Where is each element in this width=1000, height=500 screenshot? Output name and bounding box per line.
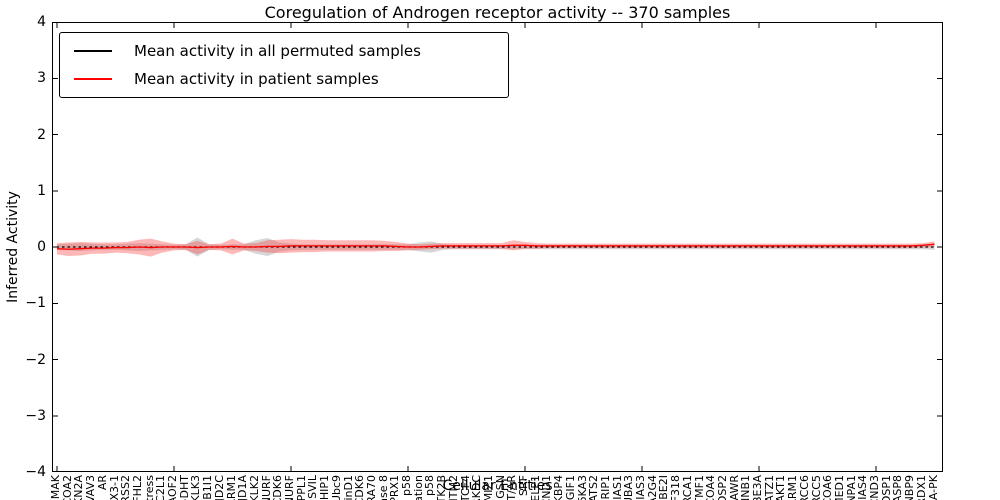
x-tick-label: PRKDC	[470, 475, 484, 500]
x-tick-label: ZNF318	[669, 475, 683, 500]
x-tick-label: UBE2I	[657, 475, 671, 500]
x-tick-label: JMJD1A	[236, 475, 250, 500]
y-tick-label: 4	[37, 14, 46, 30]
x-tick-label: response to oxidative stress	[143, 475, 156, 500]
legend-label-patient: Mean activity in patient samples	[134, 70, 379, 88]
x-tick-label: AOF2	[166, 475, 179, 500]
y-tick-label: 2	[37, 126, 46, 143]
x-tick-label: JMJD2C	[212, 475, 226, 500]
legend-line-black-icon	[74, 50, 112, 52]
x-tick-label: T-DHT/AR	[505, 475, 518, 500]
x-tick-label: MAK	[49, 475, 62, 500]
x-tick-label: SNURF	[283, 475, 296, 500]
x-tick-label: NRIP1	[598, 475, 612, 500]
x-tick-label: TGFB1I1	[201, 475, 215, 500]
x-tick-label: PAWR	[727, 475, 741, 500]
x-tick-label: SVIL	[306, 475, 320, 499]
x-tick-label: T-DHT/AR/TIF2/CARM1	[225, 475, 238, 500]
x-tick-label: DNA-PK	[926, 475, 940, 500]
x-tick-label: CARM1	[786, 475, 800, 500]
plot-area	[52, 22, 943, 472]
x-tick-label: T-DHT/AR/PRX1	[388, 475, 401, 500]
x-tick-label: T-DHT/AR/Caspase 8	[377, 475, 390, 500]
legend: Mean activity in all permuted samples Me…	[59, 32, 509, 98]
x-tick-label: CMTM2	[446, 475, 460, 500]
legend-line-red-icon	[74, 78, 112, 80]
x-tick-label: CDKN2A	[72, 475, 86, 500]
x-tick-label: TCF4	[458, 475, 472, 500]
x-tick-label: CTDSP2	[715, 475, 729, 500]
x-tick-label: PIAS1	[610, 475, 624, 500]
x-tick-label: PIAS3	[634, 475, 647, 500]
x-tick-label: NKX3-1	[107, 475, 121, 500]
x-tick-label: XRCC6	[797, 475, 811, 500]
y-tick-label: 3	[37, 70, 46, 87]
x-axis-label: Cellular Entities	[442, 478, 553, 494]
x-tick-label: SRF	[517, 475, 530, 496]
x-tick-label: T-DHT/AR/Cyclin D3/CDK11 p58	[400, 475, 413, 500]
y-tick-label: −4	[25, 464, 46, 480]
x-tick-label: LATS2	[587, 475, 601, 500]
x-tick-label: TGIF1	[563, 475, 577, 500]
x-tick-label: HNRNPA1	[845, 475, 858, 500]
x-tick-label: RPS6KA3	[575, 475, 589, 500]
x-tick-label: T-DHT/AR/Ubc9	[330, 475, 343, 500]
y-tick-label: 0	[37, 239, 46, 255]
x-tick-label: AR	[95, 475, 109, 491]
permuted-band	[57, 237, 935, 257]
x-tick-label: ZMIZ1	[481, 475, 495, 500]
x-tick-label: NCOA4	[704, 475, 718, 500]
x-tick-label: NCOA6	[821, 475, 835, 500]
x-tick-label: FHL2	[130, 475, 144, 500]
x-tick-label: KLK2	[247, 475, 261, 500]
legend-item-patient: Mean activity in patient samples	[74, 70, 508, 88]
x-tick-label: CDC2L1	[154, 475, 168, 500]
x-tick-label: CCND3	[868, 475, 881, 500]
x-tick-label: PIAS4	[856, 475, 870, 500]
x-tick-label: CDK6	[353, 475, 367, 500]
x-tick-label: UBE3A	[751, 475, 764, 500]
patient-band	[57, 238, 935, 257]
chart-title: Coregulation of Androgen receptor activi…	[264, 3, 731, 22]
legend-label-permuted: Mean activity in all permuted samples	[134, 42, 421, 60]
x-tick-label: FKBP4	[552, 475, 566, 500]
x-tick-label: Cyclin D3/CDK11 p58	[423, 475, 436, 500]
y-tick-label: 1	[37, 182, 46, 199]
x-tick-label: UBA3	[622, 475, 636, 500]
x-tick-label: PTK2B	[435, 475, 449, 500]
x-tick-label: T-DHT/AR/ARA70	[365, 475, 378, 500]
x-tick-label: PRDX1	[914, 475, 928, 500]
x-tick-label: MED1	[832, 475, 846, 500]
x-tick-label: VAV3	[84, 475, 98, 500]
x-tick-label: TMPRSS2	[119, 475, 132, 500]
x-tick-label: CTNNB1	[739, 475, 753, 500]
x-tick-label: AKT1	[774, 475, 788, 500]
x-tick-label: CASP8	[891, 475, 905, 500]
x-tick-label: XRCC5	[809, 475, 823, 500]
x-tick-label: BRCA1	[680, 475, 694, 500]
x-tick-label: RANBP9	[903, 475, 917, 500]
patient-mean-line	[56, 243, 935, 250]
x-tick-label: T-DHT/AR/CDK6	[271, 475, 284, 500]
y-tick-label: −2	[25, 351, 46, 368]
x-tick-label: T-DHT/AR/CyclinD1	[342, 475, 355, 500]
x-tick-label: KLK3	[189, 475, 203, 500]
y-tick-label: −1	[25, 295, 46, 312]
legend-item-permuted: Mean activity in all permuted samples	[74, 42, 508, 60]
x-tick-label: CCND1	[540, 475, 554, 500]
x-tick-label: T-DHT/AR/SNURF	[260, 475, 273, 500]
y-tick-label: −3	[25, 407, 46, 424]
x-tick-label: GSN	[493, 475, 507, 499]
x-tick-label: TMF1	[692, 475, 706, 500]
x-tick-label: HIP1	[318, 475, 332, 500]
